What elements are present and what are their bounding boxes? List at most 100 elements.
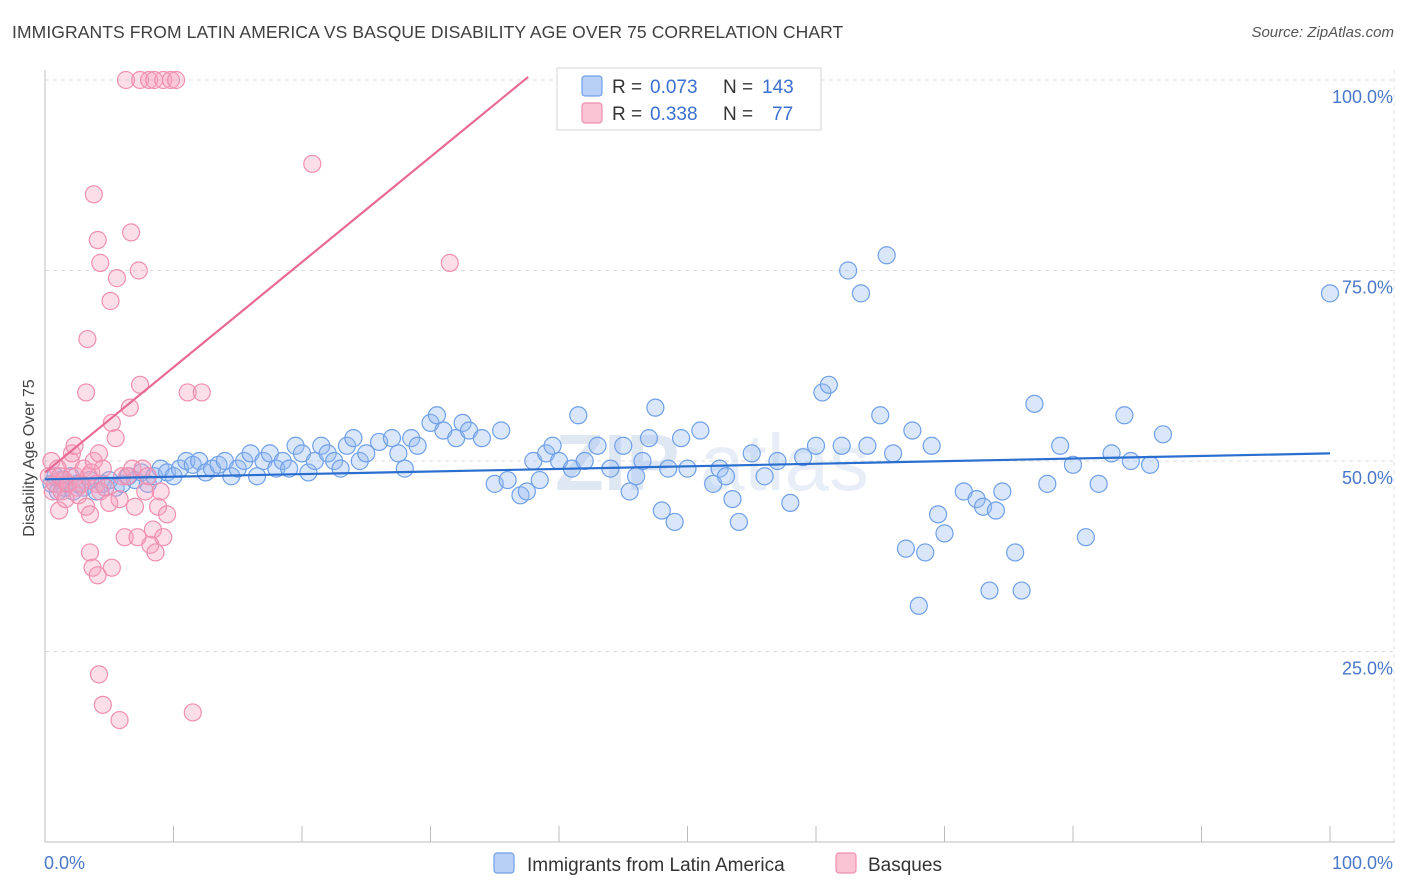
point-basques-57	[93, 695, 112, 714]
point-latin-america-83	[620, 482, 639, 501]
point-basques-65	[121, 223, 141, 242]
point-latin-america-113	[883, 444, 903, 463]
point-basques-46	[146, 543, 165, 562]
point-basques-66	[129, 261, 148, 280]
point-latin-america-58	[402, 429, 421, 448]
point-latin-america-107	[832, 436, 851, 455]
point-latin-america-131	[1051, 436, 1070, 455]
point-basques-21	[80, 505, 100, 524]
point-basques-36	[120, 398, 139, 417]
point-latin-america-82	[614, 436, 633, 455]
point-latin-america-71	[517, 482, 536, 501]
point-latin-america-42	[286, 436, 305, 455]
point-latin-america-90	[665, 512, 684, 532]
point-basques-64	[107, 269, 127, 288]
point-latin-america-52	[350, 451, 369, 471]
point-latin-america-119	[928, 505, 948, 524]
bottom-legend-label-pink: Basques	[868, 855, 942, 876]
point-latin-america-57	[395, 459, 414, 478]
point-latin-america-130	[1038, 474, 1057, 493]
point-latin-america-99	[742, 444, 761, 463]
point-basques-28	[96, 478, 115, 497]
point-latin-america-78	[569, 406, 588, 425]
trend-lines	[44, 76, 1331, 481]
point-latin-america-47	[318, 444, 337, 463]
source-credit: Source: ZipAtlas.com	[1251, 24, 1394, 41]
point-latin-america-61	[427, 406, 447, 425]
point-latin-america-110	[858, 436, 877, 455]
point-latin-america-95	[710, 459, 729, 478]
point-basques-72	[161, 70, 181, 90]
point-basques-59	[110, 710, 129, 730]
point-basques-42	[136, 482, 155, 501]
trend-line-basques	[44, 76, 529, 474]
point-latin-america-115	[903, 421, 922, 440]
y-tick-label-3: 25.0%	[1342, 659, 1393, 679]
point-latin-america-84	[626, 467, 646, 486]
point-latin-america-129	[1025, 394, 1044, 413]
point-basques-60	[84, 185, 103, 204]
point-latin-america-73	[530, 470, 549, 490]
point-latin-america-124	[980, 581, 999, 600]
point-basques-27	[93, 459, 112, 478]
legend-swatch-pink	[581, 102, 603, 124]
point-latin-america-59	[408, 436, 427, 455]
point-basques-13	[65, 436, 84, 455]
point-latin-america-66	[472, 429, 491, 448]
point-latin-america-46	[312, 436, 331, 455]
point-latin-america-44	[299, 463, 318, 482]
point-basques-45	[143, 520, 163, 539]
point-basques-22	[82, 463, 101, 482]
point-latin-america-127	[1006, 543, 1025, 562]
point-basques-62	[91, 253, 110, 272]
point-latin-america-132	[1063, 455, 1083, 474]
point-latin-america-40	[273, 451, 292, 471]
point-latin-america-51	[344, 429, 363, 448]
data-points	[39, 70, 1340, 730]
point-latin-america-136	[1115, 406, 1134, 425]
point-latin-america-108	[839, 261, 858, 280]
point-latin-america-87	[646, 398, 665, 417]
point-latin-america-109	[851, 284, 871, 303]
point-basques-55	[88, 566, 107, 585]
point-latin-america-50	[337, 436, 357, 455]
point-latin-america-101	[768, 451, 787, 471]
y-axis-label: Disability Age Over 75	[21, 379, 38, 537]
point-basques-56	[89, 665, 109, 684]
point-latin-america-139	[1153, 425, 1173, 444]
point-latin-america-133	[1076, 528, 1095, 547]
point-latin-america-56	[389, 444, 408, 463]
legend-r-value-2: 0.338	[650, 104, 698, 125]
point-basques-63	[101, 291, 120, 311]
trend-line-latin-america	[44, 452, 1331, 481]
y-tick-label-1: 75.0%	[1342, 278, 1393, 298]
point-basques-38	[125, 497, 145, 516]
point-basques-30	[102, 413, 121, 432]
legend-r-value-1: 0.073	[650, 77, 698, 98]
point-basques-49	[154, 528, 173, 547]
point-latin-america-89	[659, 459, 678, 478]
bottom-legend-swatch-pink	[835, 852, 857, 874]
point-latin-america-100	[755, 467, 774, 486]
point-basques-25	[89, 444, 109, 463]
point-basques-76	[178, 383, 197, 402]
x-tick-label-0: 0.0%	[44, 853, 85, 873]
point-latin-america-122	[967, 490, 986, 509]
legend-n-value-2: 77	[772, 104, 793, 125]
bottom-legend-swatch-blue	[493, 852, 515, 874]
point-basques-73	[166, 70, 186, 90]
point-latin-america-106	[819, 375, 838, 394]
point-latin-america-88	[652, 501, 671, 520]
point-basques-31	[106, 429, 125, 448]
point-basques-50	[157, 505, 177, 524]
point-latin-america-118	[922, 436, 941, 455]
point-latin-america-140	[1320, 284, 1340, 303]
legend-box: R = 0.073 N = 143 R = 0.338 N = 77	[556, 67, 822, 131]
y-tick-label-0: 100.0%	[1332, 87, 1393, 107]
point-latin-america-34	[235, 451, 254, 471]
point-latin-america-135	[1102, 444, 1121, 463]
point-latin-america-102	[781, 493, 800, 513]
point-latin-america-103	[794, 448, 813, 467]
point-latin-america-125	[986, 501, 1006, 520]
